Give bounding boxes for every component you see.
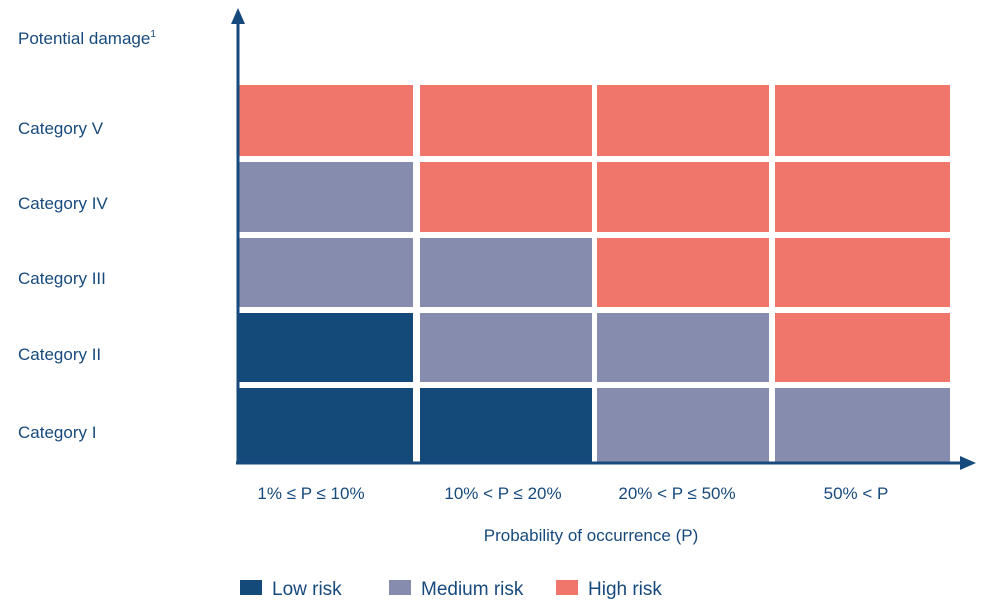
y-tick-label: Category IV <box>18 194 108 213</box>
heatmap-cell-5-3-high <box>597 85 769 156</box>
legend-label-high: High risk <box>588 579 662 600</box>
y-axis-title-text: Potential damage <box>18 29 150 48</box>
x-tick-label: 10% < P ≤ 20% <box>444 484 561 503</box>
heatmap-cell-2-4-high <box>775 313 950 382</box>
heatmap-cell-1-3-medium <box>597 388 769 463</box>
heatmap-cell-5-4-high <box>775 85 950 156</box>
heatmap-cell-1-1-low <box>238 388 413 463</box>
heatmap-cell-1-4-medium <box>775 388 950 463</box>
legend-label-low: Low risk <box>272 579 342 600</box>
x-tick-label: 50% < P <box>824 484 889 503</box>
heatmap-cell-4-2-high <box>420 162 592 232</box>
y-tick-label: Category I <box>18 423 96 442</box>
heatmap-cell-5-2-high <box>420 85 592 156</box>
y-tick-labels: Category I Category II Category III Categor… <box>18 119 108 442</box>
heatmap-cell-4-4-high <box>775 162 950 232</box>
heatmap-cell-2-1-low <box>238 313 413 382</box>
y-tick-label: Category V <box>18 119 104 138</box>
y-tick-label: Category II <box>18 345 101 364</box>
legend: Low risk Medium risk High risk <box>240 579 662 600</box>
y-axis-arrow <box>231 8 245 24</box>
x-axis-title: Probability of occurrence (P) <box>484 526 698 545</box>
y-tick-label: Category III <box>18 269 106 288</box>
heatmap-cell-4-1-medium <box>238 162 413 232</box>
legend-label-medium: Medium risk <box>421 579 524 600</box>
heatmap-cell-2-3-medium <box>597 313 769 382</box>
x-tick-labels: 1% ≤ P ≤ 10% 10% < P ≤ 20% 20% < P ≤ 50% 50… <box>257 484 888 503</box>
legend-swatch-low <box>240 580 262 595</box>
heatmap-cells <box>238 85 950 463</box>
heatmap-cell-3-3-high <box>597 238 769 307</box>
heatmap-cell-5-1-high <box>238 85 413 156</box>
y-axis-title: Potential damage1 <box>18 29 156 48</box>
heatmap-cell-2-2-medium <box>420 313 592 382</box>
heatmap-cell-3-2-medium <box>420 238 592 307</box>
y-axis-title-footnote: 1 <box>150 29 156 40</box>
heatmap-cell-3-1-medium <box>238 238 413 307</box>
legend-swatch-high <box>556 580 578 595</box>
x-axis-arrow <box>960 456 976 470</box>
legend-swatch-medium <box>389 580 411 595</box>
heatmap-cell-1-2-low <box>420 388 592 463</box>
heatmap-cell-3-4-high <box>775 238 950 307</box>
x-tick-label: 1% ≤ P ≤ 10% <box>257 484 364 503</box>
heatmap-cell-4-3-high <box>597 162 769 232</box>
x-tick-label: 20% < P ≤ 50% <box>618 484 735 503</box>
